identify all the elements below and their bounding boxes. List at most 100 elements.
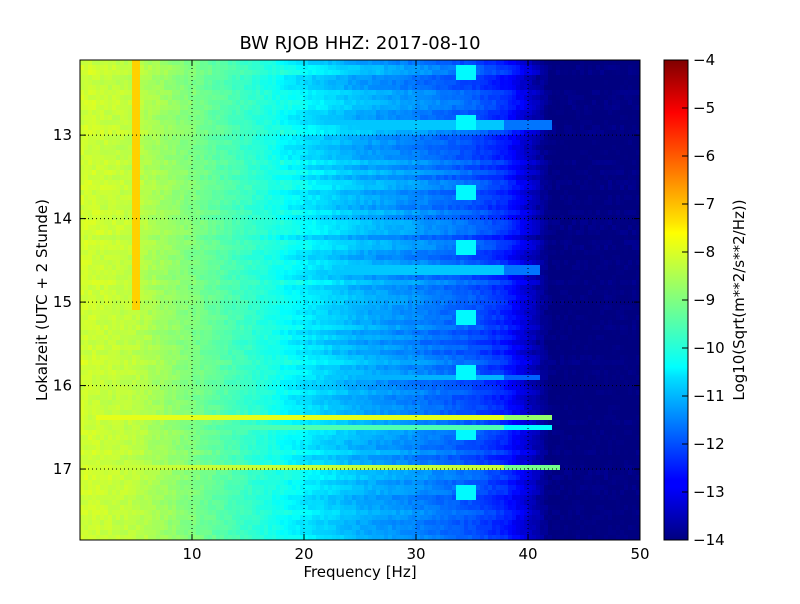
heatmap-cell [144,220,149,226]
heatmap-cell [200,215,205,221]
heatmap-cell [544,135,549,141]
heatmap-cell [496,185,501,191]
heatmap-cell [320,135,325,141]
heatmap-cell [224,140,229,146]
heatmap-cell [348,220,353,226]
heatmap-cell [596,145,601,151]
heatmap-cell [600,210,605,216]
heatmap-cell [84,155,89,161]
heatmap-cell [420,160,425,166]
heatmap-cell [552,70,557,76]
heatmap-cell [440,115,445,121]
heatmap-cell [100,85,105,91]
heatmap-cell [460,235,465,241]
heatmap-cell [504,205,509,211]
heatmap-cell [504,120,509,126]
heatmap-cell [408,95,413,101]
heatmap-cell [356,140,361,146]
heatmap-cell [444,90,449,96]
heatmap-cell [220,175,225,181]
heatmap-cell [480,70,485,76]
heatmap-cell [116,130,121,136]
heatmap-cell [272,185,277,191]
heatmap-cell [552,175,557,181]
heatmap-cell [560,130,565,136]
heatmap-cell [456,160,461,166]
heatmap-cell [412,140,417,146]
heatmap-cell [576,220,581,226]
heatmap-cell [424,155,429,161]
heatmap-cell [492,65,497,71]
heatmap-cell [384,115,389,121]
heatmap-cell [204,85,209,91]
heatmap-cell [108,150,113,156]
heatmap-cell [400,125,405,131]
heatmap-cell [556,100,561,106]
heatmap-cell [580,80,585,86]
heatmap-cell [344,170,349,176]
heatmap-cell [620,125,625,131]
heatmap-cell [384,160,389,166]
heatmap-cell [412,195,417,201]
heatmap-cell [416,155,421,161]
heatmap-cell [360,235,365,241]
heatmap-cell [376,165,381,171]
heatmap-cell [408,100,413,106]
heatmap-cell [124,160,129,166]
heatmap-cell [348,205,353,211]
heatmap-cell [300,135,305,141]
heatmap-cell [220,220,225,226]
heatmap-cell [616,140,621,146]
heatmap-cell [248,90,253,96]
heatmap-cell [524,185,529,191]
heatmap-cell [112,100,117,106]
heatmap-cell [136,110,141,116]
heatmap-cell [228,155,233,161]
heatmap-cell [164,95,169,101]
heatmap-cell [592,95,597,101]
heatmap-cell [624,65,629,71]
heatmap-cell [548,185,553,191]
heatmap-cell [364,65,369,71]
heatmap-cell [488,200,493,206]
heatmap-cell [252,80,257,86]
heatmap-cell [616,145,621,151]
heatmap-cell [308,120,313,126]
heatmap-cell [376,205,381,211]
heatmap-cell [396,65,401,71]
heatmap-cell [540,205,545,211]
heatmap-cell [160,100,165,106]
heatmap-cell [424,90,429,96]
heatmap-cell [464,100,469,106]
heatmap-cell [572,90,577,96]
heatmap-cell [468,120,473,126]
heatmap-cell [224,215,229,221]
heatmap-cell [388,180,393,186]
heatmap-cell [628,215,633,221]
heatmap-cell [364,145,369,151]
heatmap-cell [148,155,153,161]
heatmap-cell [304,95,309,101]
heatmap-cell [500,100,505,106]
heatmap-cell [452,75,457,81]
heatmap-cell [576,65,581,71]
heatmap-cell [240,100,245,106]
heatmap-cell [232,210,237,216]
heatmap-cell [440,215,445,221]
heatmap-cell [348,130,353,136]
heatmap-cell [248,150,253,156]
heatmap-cell [240,215,245,221]
heatmap-cell [220,150,225,156]
heatmap-cell [556,135,561,141]
heatmap-cell [104,210,109,216]
heatmap-cell [440,145,445,151]
heatmap-cell [608,160,613,166]
heatmap-cell [560,155,565,161]
heatmap-cell [420,190,425,196]
heatmap-cell [520,60,525,66]
heatmap-cell [560,215,565,221]
heatmap-cell [524,105,529,111]
heatmap-cell [236,145,241,151]
heatmap-cell [324,105,329,111]
heatmap-cell [476,210,481,216]
